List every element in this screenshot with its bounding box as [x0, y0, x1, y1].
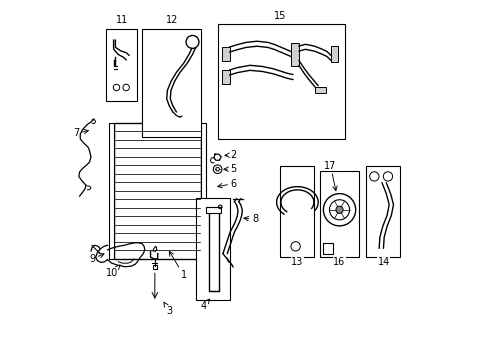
Text: 12: 12	[165, 15, 178, 26]
Bar	[290, 42, 298, 66]
Bar	[314, 87, 325, 94]
Text: 8: 8	[244, 215, 258, 224]
Bar	[113, 123, 201, 259]
Bar	[206, 207, 221, 213]
Bar	[280, 166, 314, 257]
Bar	[366, 166, 400, 257]
Bar	[106, 30, 137, 101]
Text: 15: 15	[274, 11, 286, 21]
Bar	[319, 171, 359, 257]
Text: 4: 4	[200, 299, 209, 311]
Bar	[222, 70, 229, 84]
Text: 2: 2	[224, 150, 236, 160]
Text: 11: 11	[116, 15, 128, 26]
Text: 7: 7	[73, 129, 88, 138]
Bar	[109, 123, 113, 259]
Bar	[208, 211, 218, 291]
Text: 13: 13	[290, 257, 303, 267]
Text: 10: 10	[105, 265, 120, 278]
Text: 3: 3	[163, 302, 172, 316]
Bar	[217, 24, 344, 139]
Circle shape	[215, 167, 219, 171]
Bar	[322, 243, 332, 253]
Bar	[330, 46, 338, 62]
Bar	[196, 198, 230, 300]
Text: 1: 1	[169, 251, 186, 280]
Bar	[222, 47, 229, 61]
Text: 6: 6	[217, 179, 236, 189]
Circle shape	[335, 206, 343, 213]
Bar	[142, 30, 201, 137]
Text: 14: 14	[377, 257, 389, 267]
Text: 17: 17	[324, 161, 336, 191]
Text: 16: 16	[333, 257, 345, 267]
Bar	[152, 265, 157, 269]
Text: 9: 9	[89, 253, 104, 264]
Text: 5: 5	[224, 164, 236, 174]
Bar	[201, 123, 205, 259]
